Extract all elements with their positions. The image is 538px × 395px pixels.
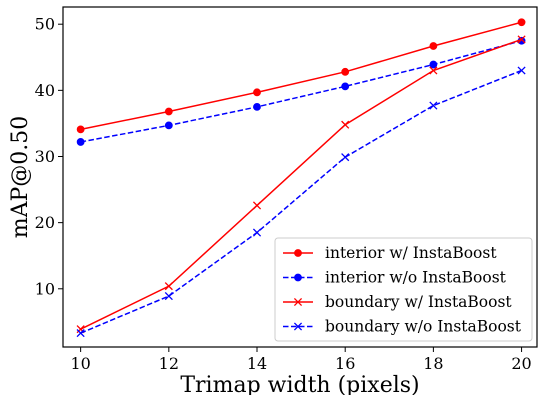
- data-point: [341, 153, 350, 162]
- legend-label: interior w/o InstaBoost: [325, 269, 507, 287]
- x-marker-stroke: [164, 282, 173, 291]
- data-point: [429, 101, 438, 110]
- x-marker-stroke: [252, 228, 262, 237]
- legend-entry: boundary w/o InstaBoost: [283, 318, 522, 336]
- plot-area: [76, 18, 526, 338]
- x-marker-stroke: [517, 35, 526, 44]
- x-tick-label: 10: [70, 354, 90, 373]
- data-point: [76, 138, 85, 146]
- legend-marker: [294, 249, 302, 257]
- data-point: [164, 121, 173, 130]
- series-0: [76, 18, 526, 134]
- data-point: [341, 82, 350, 91]
- legend: interior w/ InstaBoost interior w/o Insta…: [274, 237, 533, 342]
- y-tick-label: 10: [35, 279, 55, 298]
- axes: 10 12 14 16 18 20 10 20 30 40 50: [35, 6, 538, 373]
- x-tick-label: 20: [511, 354, 531, 373]
- series-line: [80, 38, 522, 330]
- x-marker-stroke: [429, 101, 438, 110]
- legend-label: boundary w/ InstaBoost: [325, 293, 512, 311]
- x-marker-stroke: [293, 322, 303, 331]
- x-marker-stroke: [341, 153, 350, 162]
- x-marker-stroke: [429, 66, 438, 75]
- plot-frame: [62, 6, 538, 348]
- x-axis-label: Trimap width (pixels): [180, 373, 419, 395]
- y-tick-label: 40: [35, 81, 55, 100]
- data-point: [253, 102, 261, 111]
- x-tick-label: 18: [423, 354, 443, 373]
- series-line: [80, 40, 522, 143]
- series-1: [76, 36, 526, 146]
- x-tick-label: 14: [247, 354, 267, 373]
- legend-entry: interior w/o InstaBoost: [283, 269, 507, 287]
- legend-entry: interior w/ InstaBoost: [283, 244, 497, 262]
- x-tick-label: 16: [335, 354, 355, 373]
- legend-label: boundary w/o InstaBoost: [325, 318, 522, 336]
- data-point: [429, 42, 438, 50]
- data-point: [164, 107, 173, 116]
- data-point: [76, 329, 85, 338]
- x-marker-stroke: [76, 329, 85, 338]
- data-point: [429, 66, 438, 75]
- data-point: [253, 88, 261, 97]
- data-point: [164, 292, 173, 301]
- x-marker-stroke: [164, 292, 173, 301]
- data-point: [164, 282, 173, 291]
- legend-marker: [294, 273, 302, 282]
- data-point: [252, 201, 262, 210]
- data-point: [429, 60, 438, 69]
- x-marker-stroke: [293, 297, 303, 307]
- y-tick-label: 50: [35, 15, 55, 34]
- y-tick-label: 20: [35, 213, 55, 232]
- x-marker-stroke: [341, 120, 350, 129]
- x-marker-stroke: [517, 66, 526, 75]
- legend-label: interior w/ InstaBoost: [325, 244, 497, 262]
- legend-entry: boundary w/ InstaBoost: [283, 293, 512, 311]
- data-point: [341, 120, 350, 129]
- data-point: [517, 18, 526, 27]
- data-point: [517, 66, 526, 75]
- y-axis-label: mAP@0.50: [8, 116, 33, 239]
- y-tick-label: 30: [35, 147, 55, 166]
- series-line: [80, 21, 522, 131]
- data-point: [252, 228, 262, 237]
- data-point: [517, 35, 526, 44]
- series-3: [76, 66, 526, 338]
- legend-marker: [293, 322, 303, 331]
- legend-marker: [293, 297, 303, 307]
- data-point: [341, 67, 350, 76]
- x-marker-stroke: [252, 201, 262, 210]
- data-point: [76, 125, 85, 134]
- legend-box: [274, 237, 533, 342]
- series-2: [76, 35, 526, 334]
- x-tick-label: 12: [159, 354, 179, 373]
